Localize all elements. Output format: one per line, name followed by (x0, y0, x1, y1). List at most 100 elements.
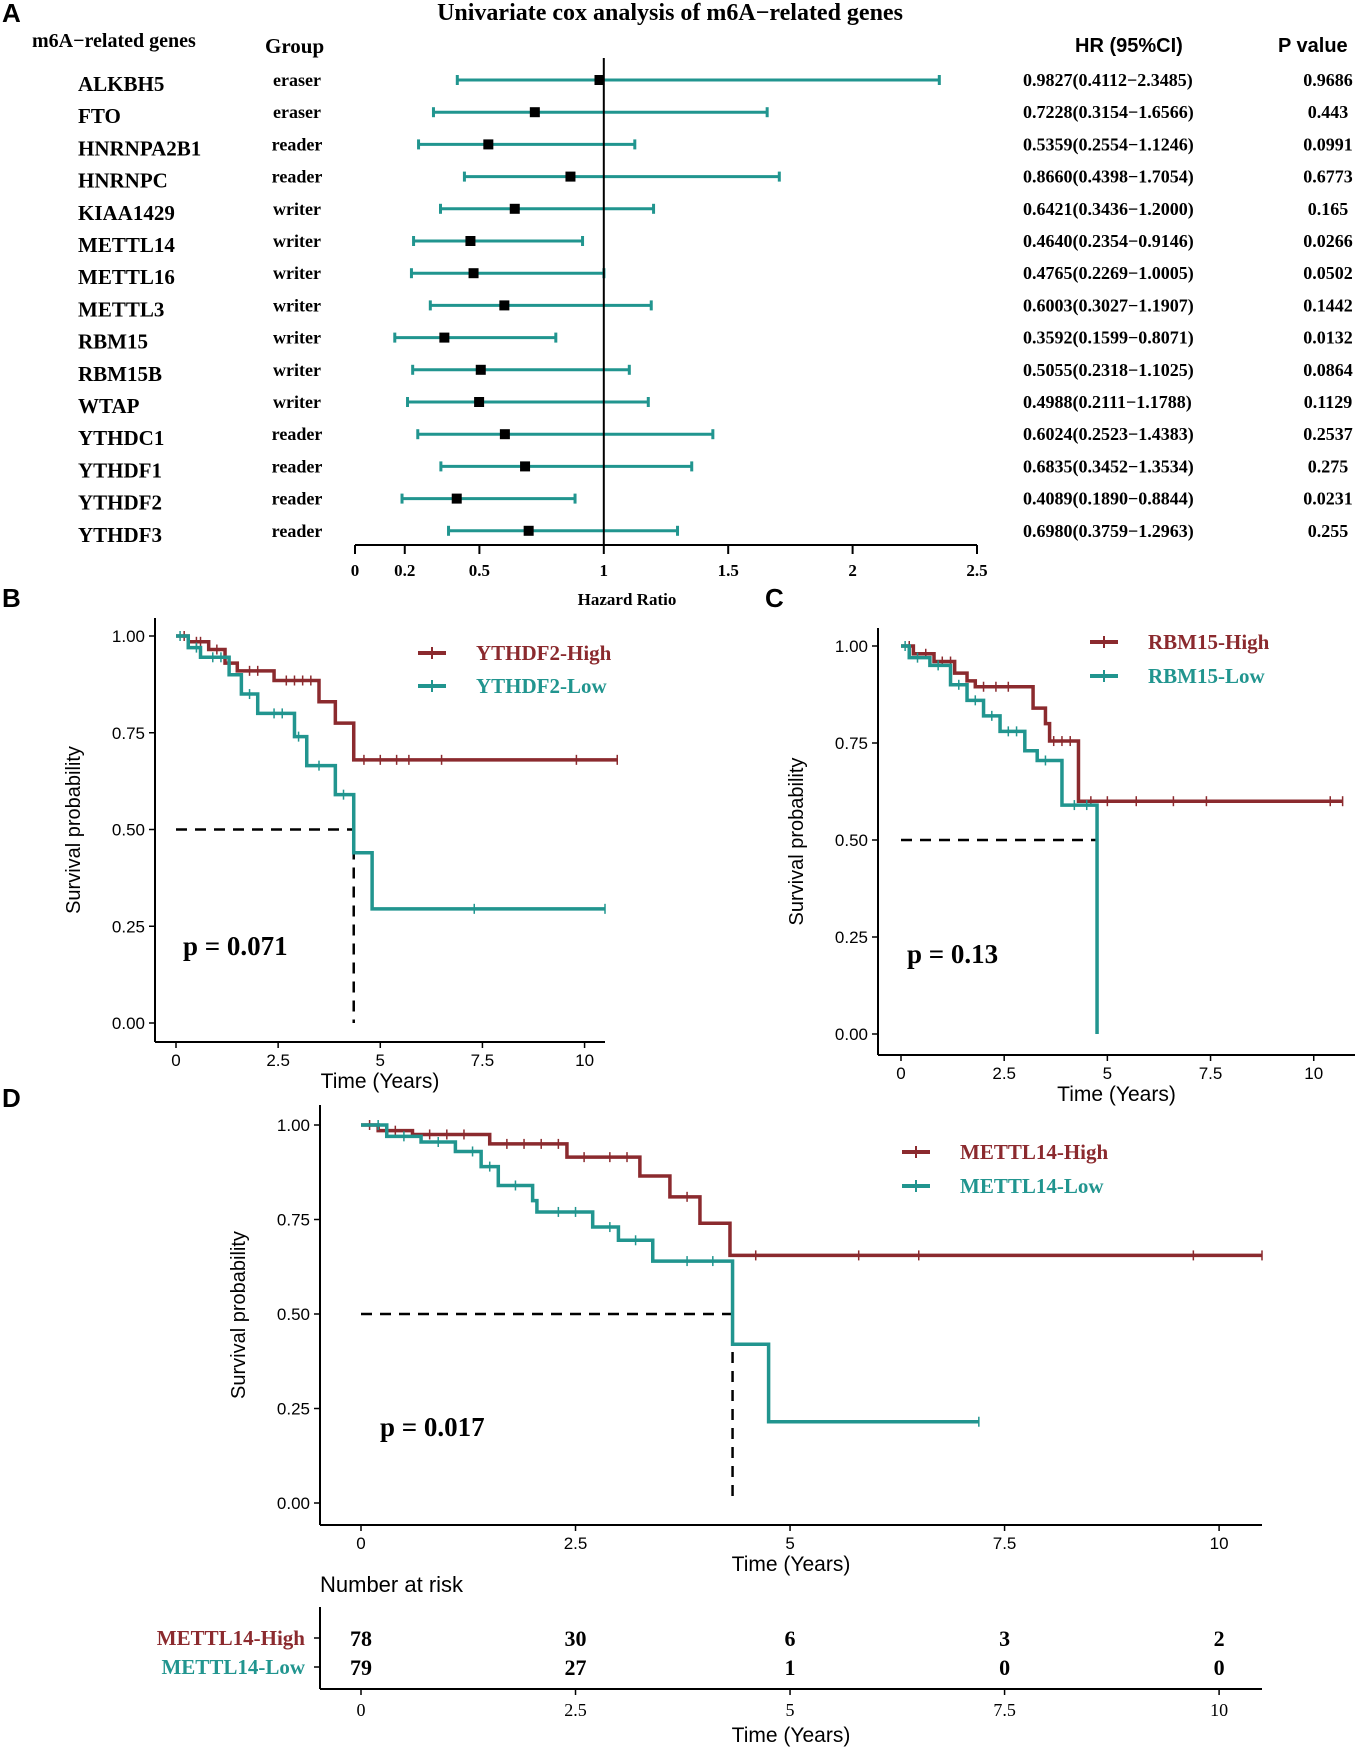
x-tick-label: 2.5 (564, 1534, 588, 1553)
forest-row: METTL3 writer 0.6003(0.3027−1.1907) 0.1442 (78, 295, 1353, 321)
x-tick-label: 0 (356, 1534, 365, 1553)
p-value-text: 0.275 (1308, 456, 1349, 476)
gene-label: METTL16 (78, 265, 175, 289)
group-label: reader (272, 424, 323, 444)
forest-row: METTL16 writer 0.4765(0.2269−1.0005) 0.0502 (78, 263, 1353, 289)
risk-value: 0 (999, 1655, 1010, 1680)
forest-row: YTHDF3 reader 0.6980(0.3759−1.2963) 0.255 (78, 521, 1348, 547)
y-tick-label: 0.25 (112, 917, 145, 936)
forest-row: RBM15B writer 0.5055(0.2318−1.1025) 0.0864 (78, 360, 1353, 386)
risk-x-axis-label: Time (Years) (732, 1724, 851, 1747)
p-value-text: 0.255 (1308, 521, 1349, 541)
hr-ci-text: 0.6835(0.3452−1.3534) (1023, 456, 1194, 477)
p-value-text: 0.9686 (1303, 70, 1353, 90)
survival-curve-high (901, 644, 1343, 803)
x-tick-label: 5 (376, 1051, 385, 1070)
p-value-text: 0.443 (1308, 102, 1349, 122)
x-tick-label: 10 (1304, 1064, 1323, 1083)
hr-ci-text: 0.4988(0.2111−1.1788) (1023, 392, 1192, 413)
hr-ci-text: 0.6980(0.3759−1.2963) (1023, 521, 1194, 542)
forest-title: Univariate cox analysis of m6A−related g… (437, 0, 903, 26)
hr-ci-text: 0.3592(0.1599−0.8071) (1023, 328, 1194, 349)
legend-label: METTL14-High (960, 1140, 1109, 1164)
risk-value: 2 (1214, 1626, 1225, 1651)
p-value: p = 0.017 (380, 1412, 485, 1442)
y-tick-label: 0.00 (835, 1025, 868, 1044)
forest-row: YTHDC1 reader 0.6024(0.2523−1.4383) 0.2537 (78, 424, 1353, 450)
y-tick-label: 0.75 (835, 734, 868, 753)
p-value-text: 0.0266 (1303, 231, 1353, 251)
gene-label: FTO (78, 104, 121, 128)
risk-x-tick-label: 5 (786, 1700, 795, 1720)
panel-label-c: C (765, 583, 784, 613)
x-tick-label: 10 (1210, 1534, 1229, 1553)
survival-curve-low (901, 644, 1099, 1034)
y-tick-label: 0.00 (112, 1014, 145, 1033)
y-tick-label: 1.00 (112, 627, 145, 646)
forest-row: ALKBH5 eraser 0.9827(0.4112−2.3485) 0.9686 (78, 70, 1353, 96)
risk-value: 1 (785, 1655, 796, 1680)
risk-table-title: Number at risk (320, 1572, 464, 1597)
panel-label-a: A (2, 0, 21, 28)
risk-value: 3 (999, 1626, 1010, 1651)
forest-x-tick-label: 0.2 (394, 561, 415, 580)
legend-label: RBM15-Low (1148, 664, 1265, 688)
x-tick-label: 0 (896, 1064, 905, 1083)
forest-x-tick-label: 2 (848, 561, 857, 580)
x-tick-label: 2.5 (266, 1051, 290, 1070)
p-value-text: 0.0132 (1303, 328, 1353, 348)
gene-label: METTL14 (78, 233, 175, 257)
gene-label: ALKBH5 (78, 72, 164, 96)
x-tick-label: 10 (575, 1051, 594, 1070)
gene-label: HNRNPA2B1 (78, 136, 201, 160)
gene-label: WTAP (78, 394, 140, 418)
forest-x-tick-label: 2.5 (966, 561, 987, 580)
hr-ci-text: 0.8660(0.4398−1.7054) (1023, 167, 1194, 188)
hr-ci-text: 0.5055(0.2318−1.1025) (1023, 360, 1194, 381)
risk-value: 27 (565, 1655, 587, 1680)
gene-label: KIAA1429 (78, 201, 175, 225)
km-plot-b: 0.00 0.25 0.50 0.75 1.00 0 2.5 5 7.5 10 Time (Year… (63, 618, 619, 1093)
forest-row: YTHDF1 reader 0.6835(0.3452−1.3534) 0.275 (78, 456, 1348, 482)
col-header-p: P value (1278, 35, 1348, 57)
y-tick-label: 0.25 (277, 1400, 310, 1419)
survival-curve-low (176, 634, 605, 911)
group-label: writer (273, 295, 321, 315)
y-axis-label: Survival probability (228, 1231, 250, 1399)
risk-value: 30 (565, 1626, 587, 1651)
group-label: reader (272, 134, 323, 154)
y-axis-label: Survival probability (63, 746, 85, 914)
p-value-text: 0.1129 (1304, 392, 1353, 412)
hr-point (465, 236, 476, 246)
hr-point (509, 203, 520, 214)
survival-curve-high (176, 634, 618, 762)
p-value: p = 0.13 (907, 939, 998, 969)
gene-label: HNRNPC (78, 169, 168, 193)
legend-label: YTHDF2-Low (476, 674, 608, 698)
hr-ci-text: 0.9827(0.4112−2.3485) (1023, 70, 1193, 91)
gene-label: YTHDF1 (78, 458, 162, 482)
forest-x-tick-label: 0.5 (469, 561, 490, 580)
hr-ci-text: 0.4765(0.2269−1.0005) (1023, 263, 1194, 284)
km-plot-d: 0.00 0.25 0.50 0.75 1.00 0 2.5 5 7.5 10 Time (Year… (228, 1105, 1263, 1576)
risk-x-tick-label: 10 (1210, 1700, 1228, 1720)
gene-label: YTHDF2 (78, 491, 162, 515)
panel-label-b: B (2, 583, 21, 613)
p-value-text: 0.2537 (1303, 424, 1353, 444)
forest-row: FTO eraser 0.7228(0.3154−1.6566) 0.443 (78, 102, 1348, 128)
km-plot-c: 0.00 0.25 0.50 0.75 1.00 0 2.5 5 7.5 10 Time (Year… (786, 628, 1355, 1106)
forest-x-tick-label: 1.5 (718, 561, 739, 580)
x-axis-label: Time (Years) (321, 1070, 440, 1093)
forest-x-label: Hazard Ratio (578, 590, 677, 609)
p-value: p = 0.071 (183, 931, 288, 961)
forest-row: HNRNPA2B1 reader 0.5359(0.2554−1.1246) 0.09… (78, 134, 1353, 160)
risk-value: 78 (350, 1626, 372, 1651)
p-value-text: 0.0502 (1303, 263, 1353, 283)
risk-x-tick-label: 0 (357, 1700, 366, 1720)
forest-row: RBM15 writer 0.3592(0.1599−0.8071) 0.0132 (78, 328, 1353, 354)
x-axis-label: Time (Years) (732, 1553, 851, 1576)
p-value-text: 0.0231 (1303, 489, 1353, 509)
col-header-gene: m6A−related genes (32, 30, 196, 52)
hr-point (499, 429, 510, 440)
